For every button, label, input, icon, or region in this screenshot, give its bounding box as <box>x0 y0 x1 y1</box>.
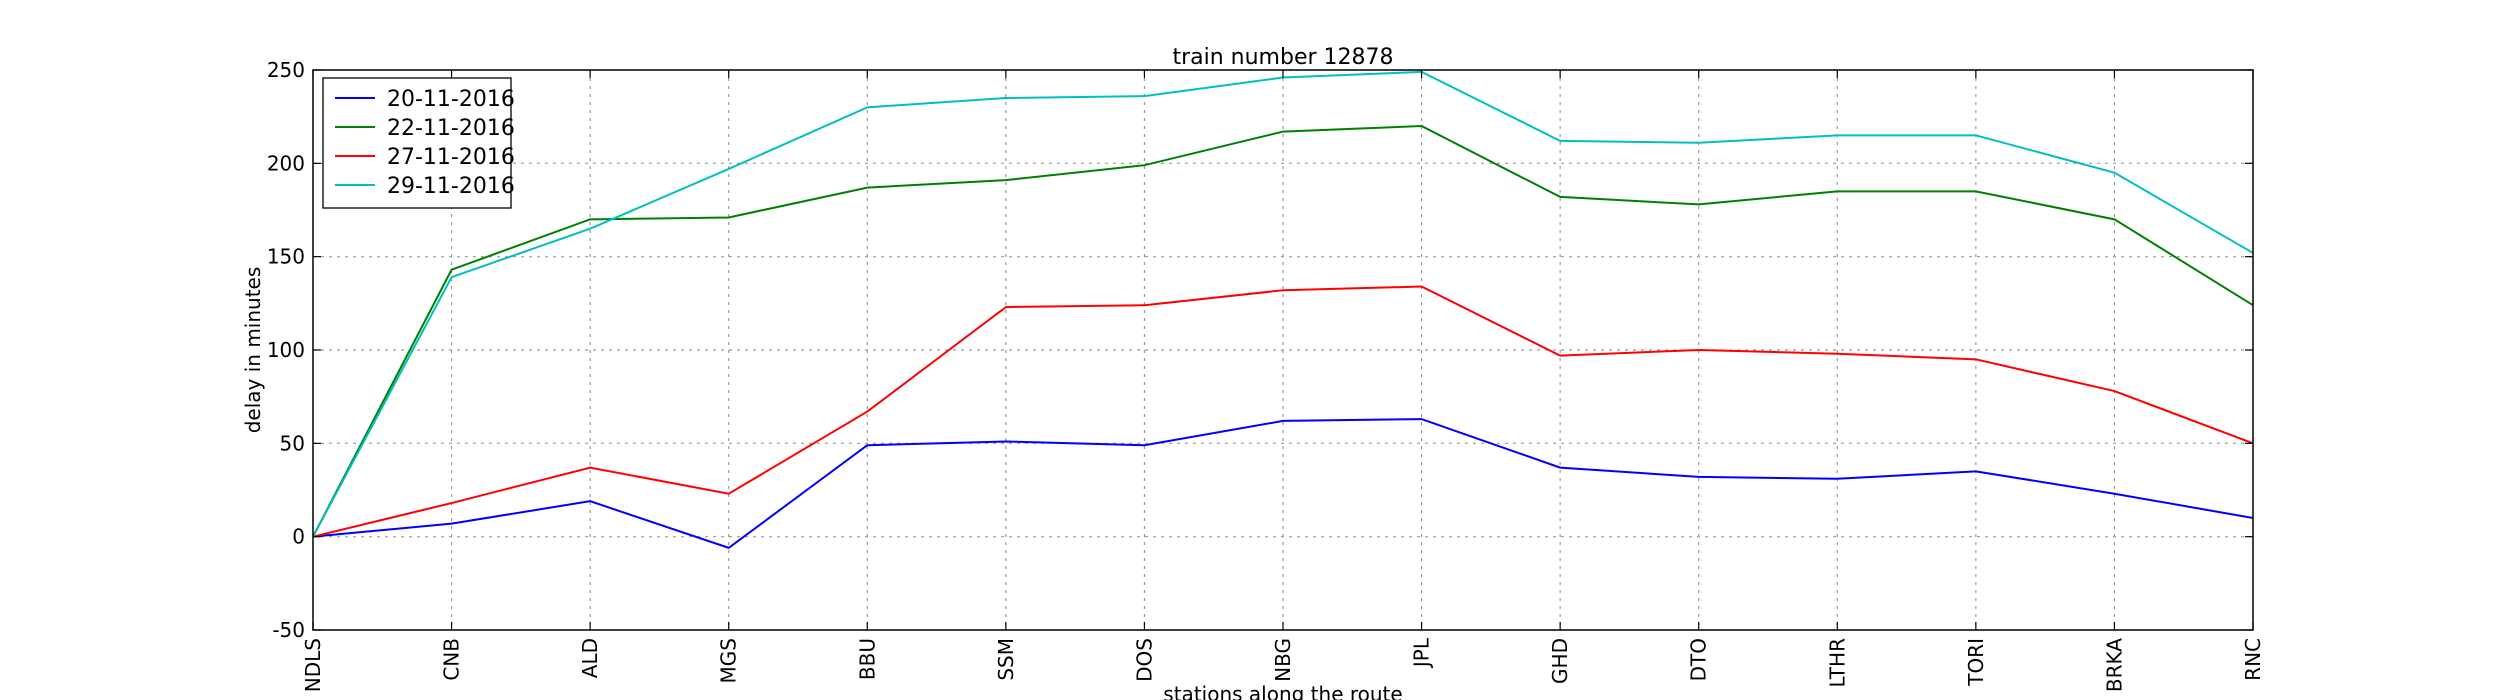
x-tick-label: DOS <box>1132 638 1156 682</box>
legend-label: 27-11-2016 <box>387 145 515 170</box>
x-tick-label: LTHR <box>1825 638 1849 688</box>
x-tick-label: CNB <box>440 638 464 681</box>
legend-label: 22-11-2016 <box>387 116 515 141</box>
y-tick-label: -50 <box>272 618 305 642</box>
y-tick-label: 200 <box>267 151 305 175</box>
y-tick-label: 0 <box>292 525 305 549</box>
series-line <box>312 285 2254 538</box>
y-tick-label: 150 <box>267 245 305 269</box>
x-tick-label: TORI <box>1964 638 1988 687</box>
legend-label: 29-11-2016 <box>387 174 515 199</box>
y-tick-label: 100 <box>267 338 305 362</box>
x-tick-label: DTO <box>1687 638 1711 681</box>
x-tick-label: NDLS <box>301 638 325 692</box>
y-axis-label: delay in minutes <box>241 267 265 434</box>
axis-ticks: -50 0 50 100 150 200 250 NDLS CNB ALD MGS BBU SSM DOS… <box>267 58 2265 692</box>
legend: 20-11-2016 22-11-2016 27-11-2016 29-11-2016 <box>322 77 515 209</box>
x-tick-label: BBU <box>855 638 879 680</box>
x-tick-label: JPL <box>1410 637 1434 669</box>
y-tick-label: 50 <box>280 431 305 455</box>
x-tick-label: RNC <box>2241 638 2265 681</box>
legend-label: 20-11-2016 <box>387 87 515 112</box>
series-line <box>312 124 2254 538</box>
x-tick-label: MGS <box>717 638 741 683</box>
x-axis-label: stations along the route <box>1163 682 1402 700</box>
x-tick-label: GHD <box>1548 638 1572 684</box>
series-line <box>312 418 2254 549</box>
x-tick-label: BRKA <box>2102 638 2126 692</box>
legend-box <box>322 77 512 209</box>
chart-title: train number 12878 <box>1172 45 1393 70</box>
x-tick-label: SSM <box>994 638 1018 681</box>
y-tick-label: 250 <box>267 58 305 82</box>
x-tick-label: NBG <box>1271 638 1295 682</box>
x-tick-label: ALD <box>578 638 602 678</box>
